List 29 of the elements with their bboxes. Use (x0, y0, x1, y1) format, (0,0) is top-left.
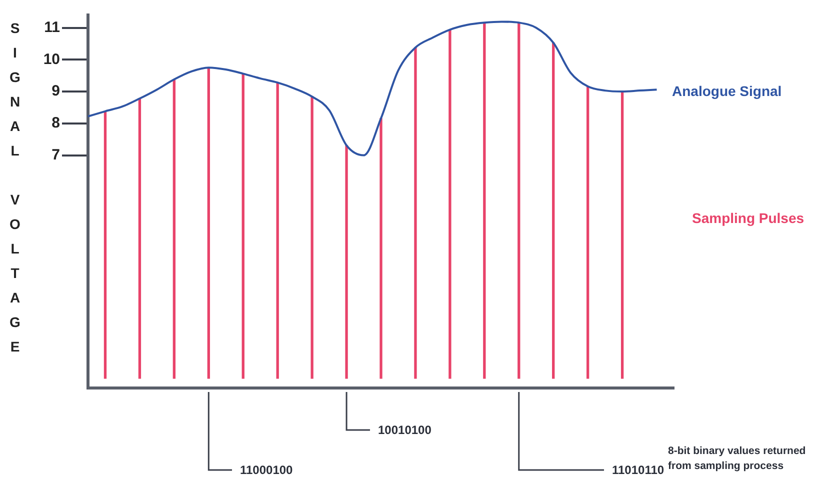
bar (310, 96, 314, 379)
text: 10010100 (378, 422, 432, 438)
bar (104, 110, 107, 379)
text: 11000100 (240, 462, 293, 478)
bar (552, 42, 555, 379)
y-tick-label: 8 (52, 114, 60, 132)
y-tick-label: 7 (52, 146, 60, 164)
y-tick-label: 11 (44, 18, 60, 36)
bar (138, 98, 142, 379)
bar (172, 79, 176, 379)
bar (414, 47, 417, 379)
y-tick-label: 10 (43, 50, 60, 68)
text: Sampling Pulses (692, 210, 804, 226)
bar (345, 145, 348, 379)
bar (380, 118, 382, 379)
bar (483, 22, 486, 379)
bar (586, 86, 590, 379)
bar (276, 82, 279, 379)
bar (448, 29, 452, 379)
y-tick-label: 9 (52, 82, 60, 100)
bar (620, 91, 624, 379)
line-series (87, 20, 658, 156)
bar (242, 73, 244, 379)
y-axis-title: SIGNAL VOLTAGE (6, 20, 24, 363)
bar (207, 67, 210, 379)
series-label: Analogue Signal (672, 83, 782, 99)
text: 8-bit binary values returned from sampling process (668, 444, 807, 474)
bar (518, 22, 520, 379)
text: 11010110 (612, 462, 664, 478)
